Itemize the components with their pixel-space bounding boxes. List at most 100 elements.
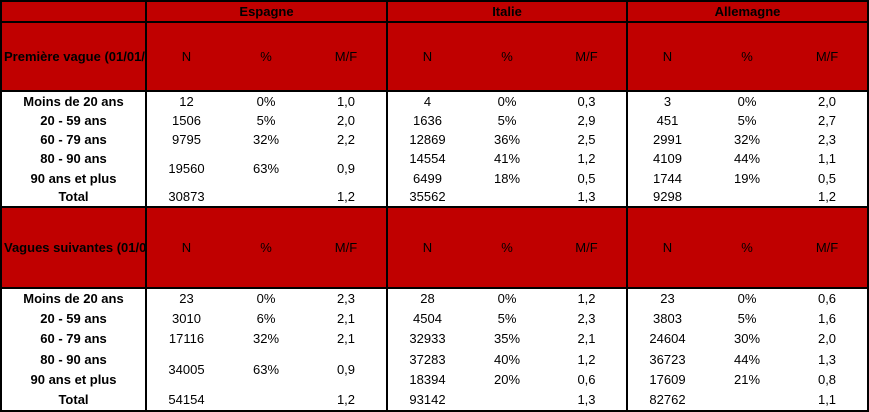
data-cell: 20%	[493, 372, 521, 387]
data-cell: 1,0	[336, 93, 356, 109]
row-label: Total	[58, 392, 89, 408]
data-cell: 32933	[386, 328, 467, 350]
data-cell: 32%	[252, 331, 280, 347]
data-cell: 0,6	[577, 372, 596, 387]
table-row: 90 ans et plus 18394 20% 0,6 17609 21% 0…	[2, 369, 867, 390]
data-cell: 17609	[626, 369, 707, 390]
data-cell: 1,2	[577, 151, 596, 167]
row-label: 60 - 79 ans	[40, 331, 107, 347]
data-cell: 1,2	[336, 392, 356, 408]
data-cell: 2991	[626, 129, 707, 150]
data-cell: 5%	[256, 112, 276, 128]
row-label: 90 ans et plus	[30, 372, 117, 387]
data-cell-merged: 19560	[145, 149, 226, 188]
data-cell: 5%	[497, 311, 517, 327]
row-label: 80 - 90 ans	[40, 351, 107, 367]
data-cell-merged: 63%	[252, 361, 280, 377]
data-cell: 18%	[493, 170, 521, 186]
data-cell: 5%	[737, 311, 757, 327]
row-label: 60 - 79 ans	[40, 132, 107, 147]
data-cell: 3010	[145, 308, 226, 329]
data-cell	[226, 187, 306, 208]
data-cell: 2,3	[577, 311, 596, 327]
data-cell: 9298	[626, 187, 707, 208]
data-cell: 9795	[145, 129, 226, 150]
table-row-total: Total 54154 1,2 93142 1,3 82762 1,1	[2, 389, 867, 410]
data-cell: 1,2	[787, 187, 868, 208]
data-cell: 41%	[493, 151, 521, 167]
data-cell: 36%	[493, 132, 521, 147]
data-cell: 0,3	[577, 93, 596, 109]
data-cell: 82762	[626, 389, 707, 410]
country-header-espagne: Espagne	[145, 2, 387, 24]
data-cell: 3	[626, 91, 707, 111]
col-header-mf: M/F	[306, 22, 387, 93]
data-cell: 30%	[733, 331, 761, 347]
following-waves-header-row: Vagues suivantes (01/09/2020- 31/08/2021…	[2, 206, 868, 290]
row-label: 90 ans et plus	[30, 170, 117, 186]
col-header-mf: M/F	[547, 206, 627, 290]
data-cell: 2,7	[817, 112, 837, 128]
data-cell: 5%	[497, 112, 517, 128]
country-header-allemagne: Allemagne	[625, 2, 868, 24]
data-cell: 6%	[256, 311, 276, 327]
data-cell: 19%	[733, 170, 761, 186]
data-cell: 2,3	[817, 132, 837, 147]
row-label: Moins de 20 ans	[23, 291, 124, 307]
table-row: 60 - 79 ans 17116 32% 2,1 32933 35% 2,1 …	[2, 328, 867, 350]
data-cell: 1506	[145, 110, 226, 130]
data-cell: 0%	[497, 291, 517, 307]
data-cell-merged: 63%	[252, 160, 280, 176]
data-cell: 1,2	[577, 351, 596, 367]
data-cell: 0%	[256, 291, 276, 307]
data-cell: 2,3	[336, 291, 356, 307]
data-cell: 0,8	[817, 372, 837, 387]
col-header-mf: M/F	[787, 22, 868, 93]
data-cell	[707, 390, 787, 410]
row-label: Moins de 20 ans	[23, 93, 124, 109]
table-row: Moins de 20 ans 23 0% 2,3 28 0% 1,2 23 0…	[2, 288, 867, 309]
data-cell: 0%	[737, 291, 757, 307]
row-label: 20 - 59 ans	[40, 112, 107, 128]
col-header-pct: %	[226, 22, 306, 93]
data-cell: 1,2	[577, 291, 596, 307]
table-row: 20 - 59 ans 1506 5% 2,0 1636 5% 2,9 451 …	[2, 110, 867, 130]
data-cell	[467, 187, 547, 208]
data-cell: 1,3	[547, 187, 627, 208]
data-cell: 32%	[733, 132, 761, 147]
col-header-n: N	[145, 22, 226, 93]
data-cell: 12	[145, 91, 226, 111]
data-cell: 3803	[626, 308, 707, 329]
data-cell: 0,5	[577, 170, 596, 186]
data-cell: 2,1	[577, 331, 596, 347]
data-cell: 44%	[733, 351, 761, 367]
data-cell-merged: 0,9	[336, 361, 356, 377]
data-cell: 2,9	[577, 112, 596, 128]
data-cell: 451	[626, 110, 707, 130]
data-cell: 0,6	[817, 291, 837, 307]
data-cell: 28	[386, 288, 467, 309]
data-cell: 37283	[386, 349, 467, 370]
data-cell: 2,1	[336, 311, 356, 327]
data-cell	[707, 187, 787, 208]
col-header-n: N	[626, 22, 707, 93]
col-header-n: N	[386, 22, 467, 93]
table-row: 90 ans et plus 6499 18% 0,5 1744 19% 0,5	[2, 168, 867, 188]
data-cell: 2,0	[817, 331, 837, 347]
data-cell: 12869	[386, 129, 467, 150]
data-cell	[226, 390, 306, 410]
col-header-mf: M/F	[547, 22, 627, 93]
data-cell-merged: 0,9	[336, 160, 356, 176]
table-row: 60 - 79 ans 9795 32% 2,2 12869 36% 2,5 2…	[2, 129, 867, 150]
col-header-n: N	[145, 206, 226, 290]
data-cell: 6499	[386, 168, 467, 188]
data-cell: 23	[145, 288, 226, 309]
data-cell: 0%	[256, 93, 276, 109]
country-header-row: Espagne Italie Allemagne	[2, 2, 868, 24]
row-label: 20 - 59 ans	[40, 311, 107, 327]
data-cell: 44%	[733, 151, 761, 167]
col-header-mf: M/F	[787, 206, 868, 290]
data-cell: 1,2	[306, 187, 387, 208]
data-cell: 1,1	[817, 151, 837, 167]
